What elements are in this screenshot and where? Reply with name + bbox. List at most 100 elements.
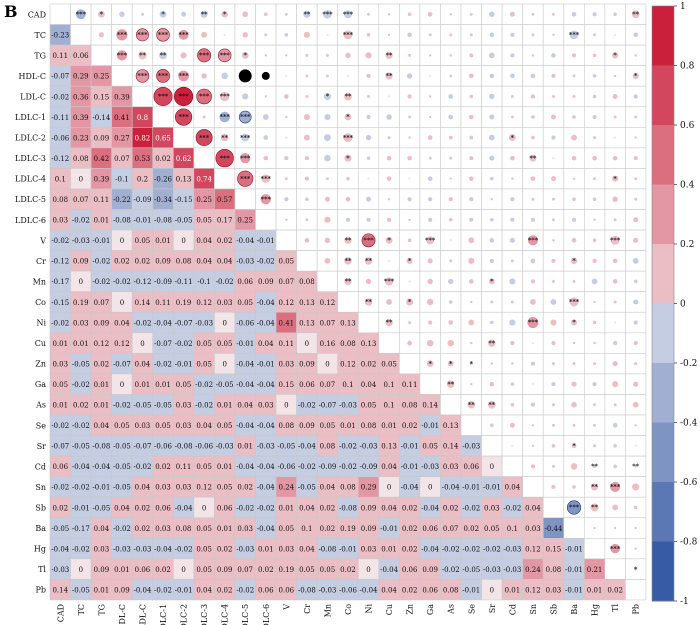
cell-value: -0.02: [462, 545, 480, 553]
lower-cell: 0.04: [193, 250, 215, 272]
upper-cell: [234, 24, 256, 46]
lower-cell: 0.01: [49, 394, 71, 416]
correlation-circle: [407, 340, 412, 346]
correlation-circle: [237, 170, 254, 187]
correlation-circle: [449, 54, 452, 57]
column-label: LDL-C: [138, 604, 147, 625]
correlation-circle: [406, 257, 413, 264]
lower-cell: -0.05: [131, 394, 154, 416]
colorbar-segment: [652, 65, 674, 126]
colorbar-tick-label: 0.8: [680, 62, 695, 72]
cell-value: 0.04: [196, 422, 212, 430]
correlation-circle: [406, 73, 413, 79]
upper-cell: [542, 332, 565, 354]
cell-value: 0.1: [384, 381, 395, 389]
cell-value: 0.24: [279, 484, 295, 492]
significance-stars: *: [613, 52, 617, 60]
cell-value: 0.03: [94, 545, 110, 553]
correlation-circle: [571, 238, 577, 243]
cell-value: 0.02: [607, 586, 623, 594]
cell-value: 0.02: [340, 566, 356, 574]
lower-cell: 0.05: [193, 537, 215, 560]
upper-cell: [604, 188, 626, 210]
cell-value: -0.06: [195, 443, 213, 451]
column-label: Ba: [570, 604, 579, 615]
cell-value: 0.02: [443, 504, 459, 512]
correlation-circle: [242, 32, 248, 38]
correlation-circle: [509, 422, 515, 428]
lower-cell: -0.05: [90, 496, 112, 519]
cell-value: 0.05: [279, 525, 295, 533]
significance-stars: **: [591, 463, 598, 471]
lower-cell: 0.41: [111, 106, 133, 128]
upper-cell: [460, 229, 482, 251]
significance-stars: *: [490, 278, 494, 286]
cell-value: 0.1: [384, 402, 395, 410]
lower-cell: -0.02: [501, 496, 523, 519]
upper-cell: *: [337, 147, 359, 169]
upper-cell: [501, 250, 523, 272]
lower-cell: 0.04: [357, 373, 380, 395]
lower-cell: -0.02: [70, 537, 92, 560]
lower-cell: 0.02: [152, 558, 174, 580]
lower-cell: 0.01: [49, 332, 71, 354]
upper-cell: [419, 250, 441, 272]
correlation-circle: [325, 177, 329, 181]
correlation-circle: [550, 299, 557, 305]
upper-cell: ***: [173, 85, 195, 108]
significance-stars: ***: [220, 113, 231, 121]
significance-stars: *: [428, 360, 432, 368]
lower-cell: 0.06: [255, 579, 277, 601]
correlation-circle: [511, 444, 514, 448]
lower-cell: -0.01: [173, 353, 195, 375]
correlation-circle: [305, 218, 309, 222]
cell-value: 0.04: [135, 484, 151, 492]
correlation-circle: [365, 278, 372, 285]
correlation-circle: [303, 134, 310, 141]
upper-cell: [214, 24, 236, 46]
lower-cell: -0.05: [460, 558, 482, 580]
correlation-circle: [344, 257, 352, 265]
lower-cell: -0.11: [49, 106, 71, 128]
upper-cell: ***: [604, 537, 626, 560]
upper-cell: [563, 394, 585, 416]
correlation-circle: [634, 136, 637, 139]
correlation-circle: [449, 239, 452, 242]
upper-cell: [419, 311, 441, 334]
upper-cell: [296, 44, 318, 66]
lower-cell: 0.11: [49, 44, 71, 66]
upper-cell: [522, 24, 544, 46]
upper-cell: [460, 44, 482, 66]
correlation-circle: [489, 73, 495, 79]
lower-cell: -0.09: [316, 455, 338, 477]
upper-cell: [460, 3, 482, 25]
lower-cell: 0.13: [440, 414, 462, 436]
upper-cell: [604, 496, 626, 519]
cell-value: 0.03: [52, 217, 68, 225]
cell-value: 0.02: [217, 586, 233, 594]
cell-value: -0.06: [277, 463, 295, 471]
cell-value: 0.05: [320, 422, 336, 430]
correlation-circle: [180, 52, 187, 59]
correlation-circle: [634, 362, 638, 366]
lower-cell: -0.01: [173, 579, 195, 601]
correlation-circle: [509, 319, 516, 326]
lower-cell: 0.09: [90, 127, 112, 149]
correlation-circle: [346, 176, 350, 181]
significance-stars: **: [221, 134, 228, 142]
correlation-circle: [490, 217, 494, 222]
cell-value: 0.01: [94, 381, 110, 389]
cell-value: -0.05: [113, 463, 131, 471]
correlation-circle: [571, 217, 577, 222]
lower-cell: 0.08: [296, 270, 318, 292]
cell-value: -0.04: [442, 484, 460, 492]
correlation-circle: [612, 93, 618, 99]
lower-cell: 0.8: [131, 106, 154, 128]
cell-value: 0.08: [320, 443, 336, 451]
lower-cell: -0.02: [90, 270, 112, 292]
lower-cell: 0: [173, 558, 195, 580]
lower-cell: 0.01: [378, 537, 400, 560]
upper-cell: [481, 353, 503, 375]
lower-cell: 0.25: [193, 188, 215, 210]
lower-cell: -0.03: [337, 394, 359, 416]
